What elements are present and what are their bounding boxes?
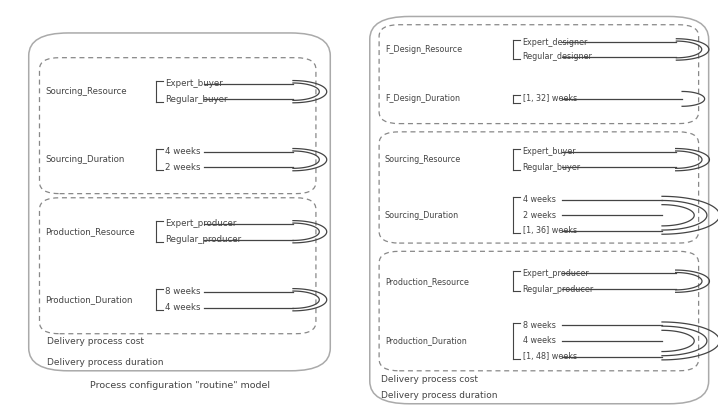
Text: [1, 48] weeks: [1, 48] weeks bbox=[523, 352, 577, 361]
Text: 2 weeks: 2 weeks bbox=[165, 163, 200, 172]
Text: 8 weeks: 8 weeks bbox=[523, 321, 556, 330]
Text: F_Design_Resource: F_Design_Resource bbox=[385, 45, 462, 54]
Text: Expert_buyer: Expert_buyer bbox=[523, 147, 577, 156]
Text: Expert_producer: Expert_producer bbox=[165, 220, 236, 228]
Text: Regular_buyer: Regular_buyer bbox=[165, 95, 228, 104]
Text: 2 weeks: 2 weeks bbox=[523, 211, 556, 220]
Text: [1, 36] weeks: [1, 36] weeks bbox=[523, 227, 577, 235]
Text: 4 weeks: 4 weeks bbox=[523, 337, 556, 345]
Text: Expert_producer: Expert_producer bbox=[523, 269, 589, 278]
Text: 4 weeks: 4 weeks bbox=[165, 303, 200, 312]
Text: Regular_producer: Regular_producer bbox=[165, 235, 241, 244]
Text: Production_Duration: Production_Duration bbox=[45, 295, 133, 304]
Text: Production_Resource: Production_Resource bbox=[45, 227, 135, 236]
Text: Delivery process duration: Delivery process duration bbox=[47, 358, 163, 367]
Text: Delivery process duration: Delivery process duration bbox=[381, 391, 497, 400]
Text: Sourcing_Duration: Sourcing_Duration bbox=[385, 211, 459, 220]
Text: Production_Resource: Production_Resource bbox=[385, 277, 469, 286]
Text: Regular_designer: Regular_designer bbox=[523, 52, 592, 61]
Text: Sourcing_Duration: Sourcing_Duration bbox=[45, 155, 125, 164]
Text: Production_Duration: Production_Duration bbox=[385, 337, 467, 345]
Text: Process configuration "routine" model: Process configuration "routine" model bbox=[90, 381, 269, 390]
Text: Delivery process cost: Delivery process cost bbox=[47, 337, 144, 346]
Text: Expert_designer: Expert_designer bbox=[523, 37, 588, 47]
Text: Sourcing_Resource: Sourcing_Resource bbox=[385, 155, 461, 164]
Text: Expert_buyer: Expert_buyer bbox=[165, 80, 223, 88]
Text: Delivery process cost: Delivery process cost bbox=[381, 375, 477, 384]
Text: 4 weeks: 4 weeks bbox=[165, 147, 200, 156]
Text: [1, 32] weeks: [1, 32] weeks bbox=[523, 94, 577, 103]
Text: 8 weeks: 8 weeks bbox=[165, 288, 200, 296]
Text: Regular_producer: Regular_producer bbox=[523, 285, 594, 293]
Text: Regular_buyer: Regular_buyer bbox=[523, 163, 581, 172]
Text: F_Design_Duration: F_Design_Duration bbox=[385, 94, 460, 103]
Text: Sourcing_Resource: Sourcing_Resource bbox=[45, 87, 127, 96]
Text: 4 weeks: 4 weeks bbox=[523, 195, 556, 204]
